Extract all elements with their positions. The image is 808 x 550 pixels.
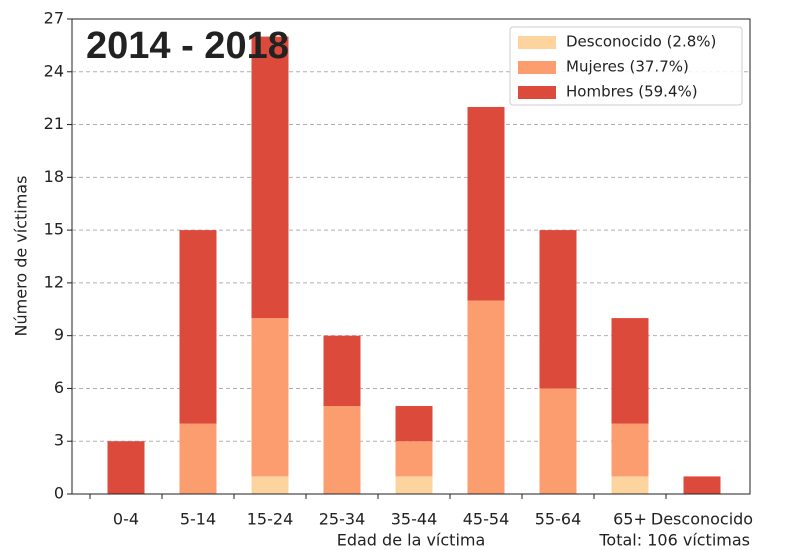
legend-swatch xyxy=(518,61,556,74)
bar-segment xyxy=(539,388,577,494)
legend-label: Mujeres (37.7%) xyxy=(566,58,689,76)
x-tick-label: 65+ xyxy=(613,510,647,529)
y-tick-label: 3 xyxy=(54,431,64,450)
x-tick-label: 35-44 xyxy=(391,510,438,529)
x-tick-label: 25-34 xyxy=(319,510,366,529)
plot-frame xyxy=(71,18,751,495)
legend-swatch xyxy=(518,36,556,49)
bar-segment xyxy=(251,318,289,477)
chart-title: 2014 - 2018 xyxy=(86,25,289,67)
bar-segment xyxy=(395,441,433,477)
bar-segment xyxy=(179,230,217,424)
bar-segment xyxy=(683,476,721,494)
bar-segment xyxy=(611,476,649,494)
bar-segment xyxy=(611,423,649,477)
legend xyxy=(509,26,743,106)
bar-segment xyxy=(467,300,505,494)
y-tick-label: 0 xyxy=(54,484,64,503)
bar-segment xyxy=(323,335,361,407)
bar-segment xyxy=(179,423,217,494)
y-tick-label: 15 xyxy=(44,220,64,239)
bar-segment xyxy=(395,406,433,442)
y-tick-label: 6 xyxy=(54,378,64,397)
legend-label: Hombres (59.4%) xyxy=(566,83,698,101)
x-tick-label: 15-24 xyxy=(247,510,294,529)
bar-segment xyxy=(395,476,433,494)
y-tick-label: 27 xyxy=(44,9,64,28)
legend-label: Desconocido (2.8%) xyxy=(566,33,716,51)
y-tick-label: 12 xyxy=(44,272,64,291)
y-tick-label: 18 xyxy=(44,167,64,186)
x-tick-label: 0-4 xyxy=(113,510,139,529)
annotation: Total: 106 víctimas xyxy=(598,531,750,550)
x-tick-label: Desconocido xyxy=(651,510,753,529)
x-tick-label: 45-54 xyxy=(463,510,510,529)
bar-segment xyxy=(251,36,289,319)
x-tick-label: 5-14 xyxy=(180,510,216,529)
bar-segment xyxy=(539,230,577,389)
legend-swatch xyxy=(518,86,556,99)
bar-segment xyxy=(611,318,649,424)
x-axis-label: Edad de la víctima xyxy=(337,531,486,550)
y-tick-label: 9 xyxy=(54,325,64,344)
bar-segment xyxy=(107,441,145,494)
y-tick-label: 21 xyxy=(44,114,64,133)
y-axis-label: Número de víctimas xyxy=(12,176,31,337)
bar-segment xyxy=(323,406,361,494)
bar-segment xyxy=(467,106,505,301)
y-tick-label: 24 xyxy=(44,61,64,80)
bar-segment xyxy=(251,476,289,494)
x-tick-label: 55-64 xyxy=(535,510,582,529)
